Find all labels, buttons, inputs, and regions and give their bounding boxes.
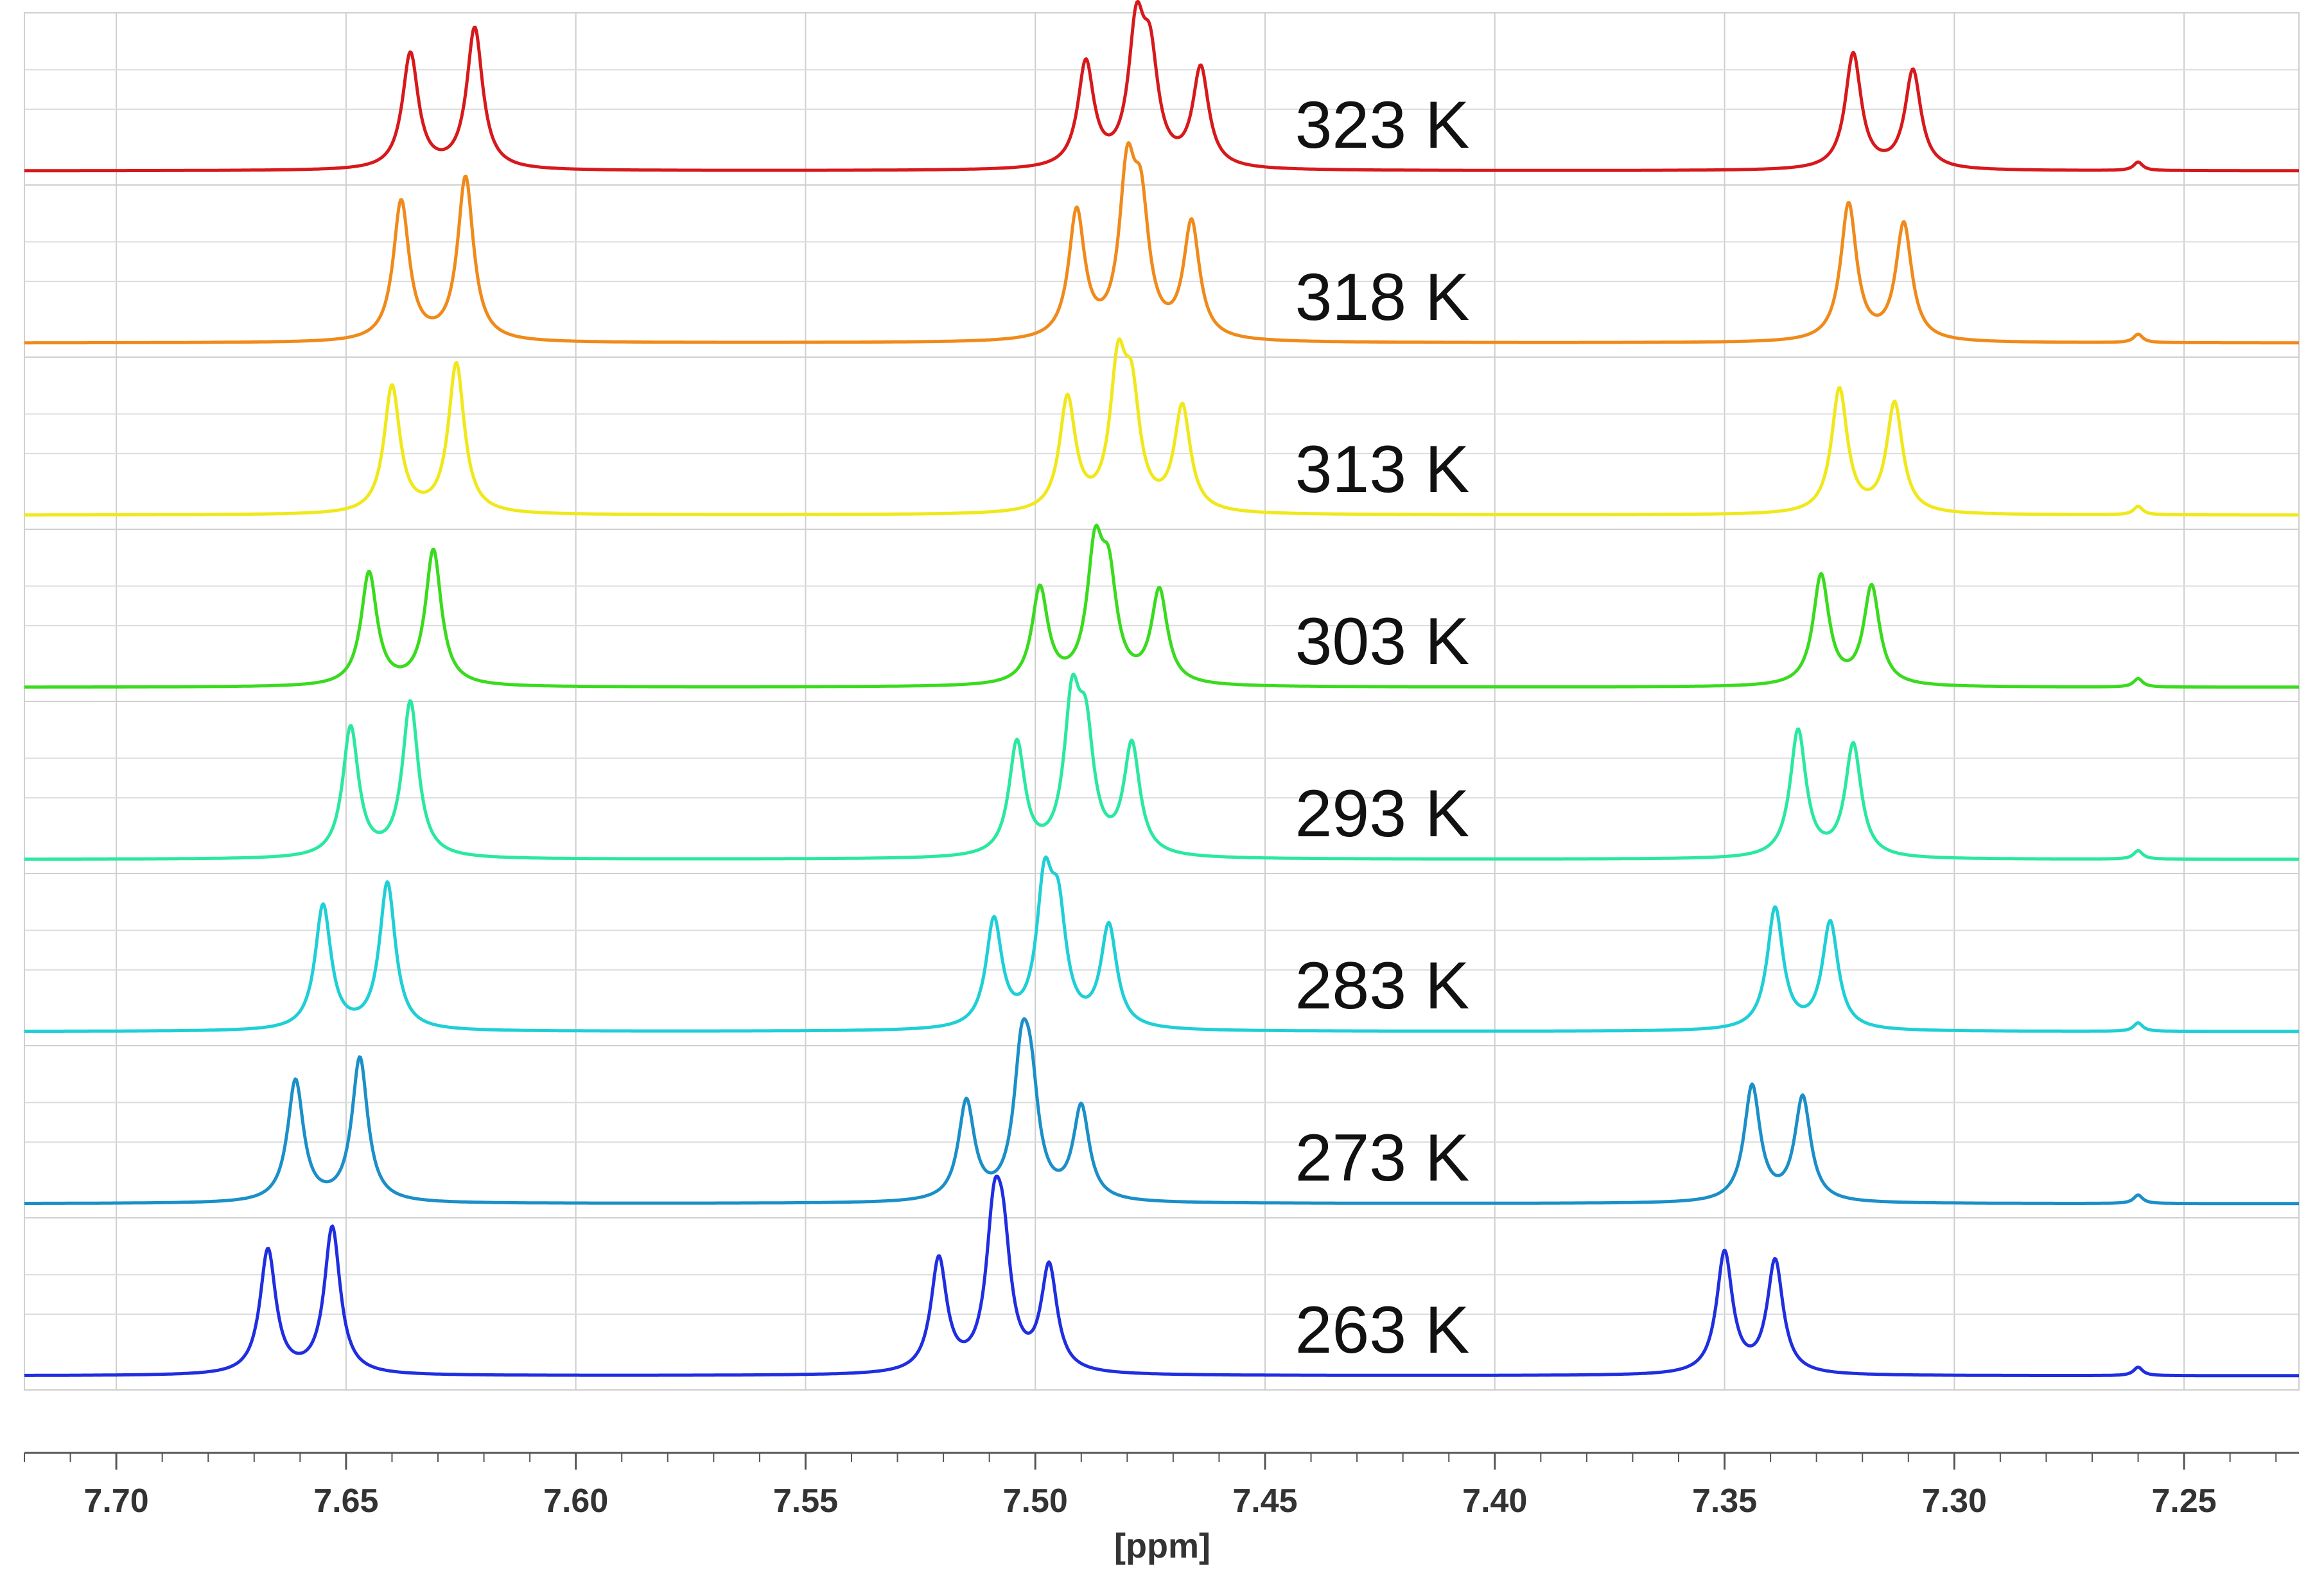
x-tick-label: 7.30 <box>1922 1482 1987 1520</box>
x-tick-label: 7.35 <box>1692 1482 1757 1520</box>
x-tick-label: 7.25 <box>2152 1482 2217 1520</box>
series-label: 293 K <box>1295 777 1470 851</box>
series-label: 273 K <box>1295 1121 1470 1195</box>
series-label: 313 K <box>1295 432 1470 507</box>
spectrum-line-318k <box>24 143 2299 343</box>
x-axis: 7.70 7.65 7.60 7.55 7.50 7.45 7.40 7.35 7.30 7.25 <box>24 1453 2299 1520</box>
spectrum-line-303k <box>24 525 2299 687</box>
spectrum-line-283k <box>24 857 2299 1032</box>
series-label: 303 K <box>1295 604 1470 679</box>
x-tick-label: 7.45 <box>1232 1482 1297 1520</box>
x-tick-label: 7.70 <box>84 1482 149 1520</box>
series-label: 283 K <box>1295 949 1470 1023</box>
x-axis-title: [ppm] <box>1114 1527 1210 1565</box>
x-tick-label: 7.60 <box>543 1482 608 1520</box>
x-tick-label: 7.55 <box>773 1482 838 1520</box>
spectrum-line-263k <box>24 1176 2299 1376</box>
grid <box>24 13 2299 1390</box>
spectrum-line-323k <box>24 1 2299 171</box>
temperature-labels: 323 K 318 K 313 K 303 K 293 K 283 K 273 K 263 K <box>1295 88 1470 1367</box>
spectrum-line-273k <box>24 1019 2299 1204</box>
series-label: 318 K <box>1295 260 1470 335</box>
series-label: 323 K <box>1295 88 1470 163</box>
spectrum-line-293k <box>24 674 2299 859</box>
spectra <box>24 1 2299 1376</box>
series-label: 263 K <box>1295 1293 1470 1367</box>
x-tick-label: 7.65 <box>313 1482 378 1520</box>
x-tick-label: 7.50 <box>1003 1482 1068 1520</box>
x-tick-label: 7.40 <box>1462 1482 1527 1520</box>
spectrum-line-313k <box>24 339 2299 515</box>
